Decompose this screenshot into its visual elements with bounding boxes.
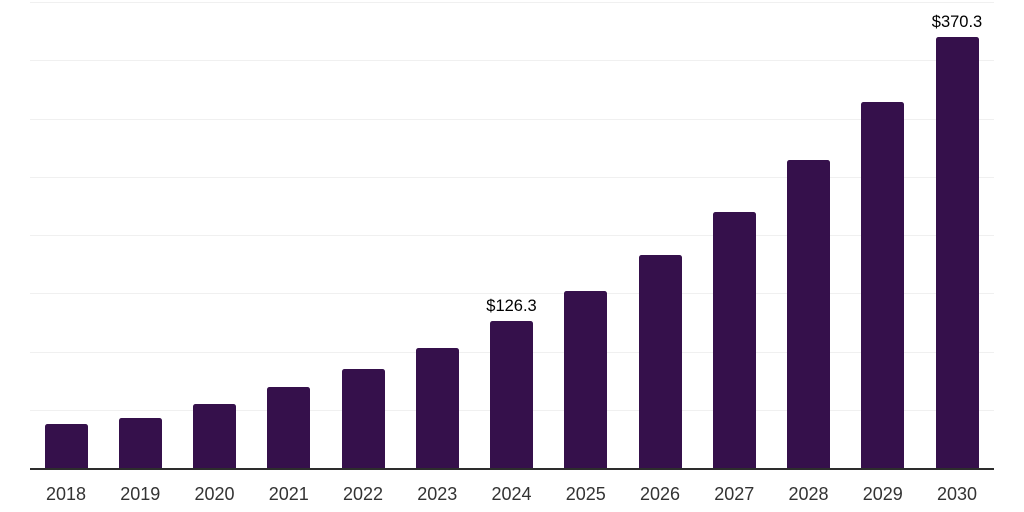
bar-2022 bbox=[341, 369, 385, 468]
bar-2020 bbox=[193, 403, 236, 468]
bar-2025 bbox=[564, 290, 608, 468]
x-tick-2018: 2018 bbox=[45, 484, 87, 504]
gridline-200 bbox=[30, 235, 994, 236]
gridline-300 bbox=[30, 118, 994, 120]
bar-2019 bbox=[118, 417, 162, 468]
x-tick-2024: 2024 bbox=[491, 484, 532, 504]
x-tick-2025: 2025 bbox=[565, 484, 606, 504]
bar-2023 bbox=[415, 348, 459, 468]
x-tick-2021: 2021 bbox=[268, 484, 309, 504]
x-axis-line bbox=[30, 468, 994, 470]
x-tick-2027: 2027 bbox=[714, 484, 755, 504]
x-tick-2020: 2020 bbox=[194, 484, 235, 504]
x-tick-2026: 2026 bbox=[639, 484, 681, 504]
bar-2024 bbox=[490, 320, 533, 468]
bar-2021 bbox=[267, 387, 311, 468]
bar-2030 bbox=[935, 36, 979, 468]
bar-2026 bbox=[638, 255, 682, 468]
bar-2018 bbox=[44, 424, 88, 468]
bar-2027 bbox=[712, 211, 756, 468]
gridline-350 bbox=[30, 60, 994, 62]
x-tick-2022: 2022 bbox=[342, 484, 384, 504]
gridline-250 bbox=[30, 176, 994, 178]
data-label-2024: $126.3 bbox=[486, 296, 537, 315]
data-label-2030: $370.3 bbox=[931, 12, 983, 31]
x-tick-2030: 2030 bbox=[936, 484, 978, 504]
bar-2028 bbox=[787, 159, 830, 468]
x-tick-2023: 2023 bbox=[417, 484, 458, 504]
x-tick-2019: 2019 bbox=[120, 484, 161, 504]
gridline-150 bbox=[30, 293, 994, 295]
bar-2029 bbox=[861, 102, 905, 468]
x-tick-2028: 2028 bbox=[788, 484, 829, 504]
x-tick-2029: 2029 bbox=[862, 484, 903, 504]
gridline-400 bbox=[30, 2, 994, 3]
